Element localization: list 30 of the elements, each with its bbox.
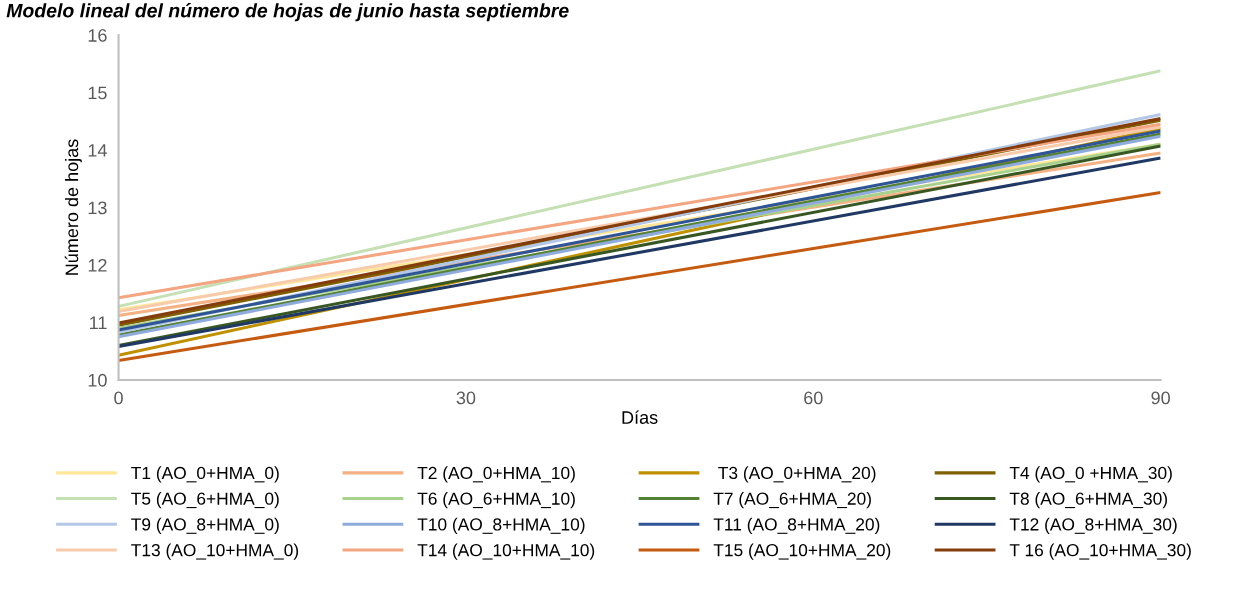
y-axis-title: Número de hojas — [64, 139, 82, 275]
x-tick-label: 0 — [114, 391, 123, 405]
y-tick-label: 11 — [90, 316, 107, 330]
y-tick-label: 15 — [88, 86, 107, 100]
x-axis-title: Días — [622, 410, 658, 424]
legend-label: T13 (AO_10+HMA_0) — [131, 543, 299, 560]
legend-label: T12 (AO_8+HMA_30) — [1009, 517, 1177, 534]
legend-label: T8 (AO_6+HMA_30) — [1009, 492, 1167, 509]
legend-label: T1 (AO_0+HMA_0) — [131, 466, 279, 483]
legend-label: T 16 (AO_10+HMA_30) — [1009, 543, 1191, 560]
legend-label: T2 (AO_0+HMA_10) — [417, 466, 575, 483]
legend-label: T15 (AO_10+HMA_20) — [713, 543, 891, 560]
legend-label: T7 (AO_6+HMA_20) — [713, 492, 871, 509]
x-tick-label: 30 — [456, 391, 476, 405]
x-tick-label: 90 — [1151, 391, 1170, 405]
y-tick-label: 12 — [88, 258, 107, 272]
legend-label: T9 (AO_8+HMA_0) — [131, 517, 279, 534]
y-tick-label: 13 — [88, 201, 107, 215]
legend-label: T5 (AO_6+HMA_0) — [131, 492, 279, 509]
y-tick-label: 10 — [88, 373, 107, 387]
legend-label: T10 (AO_8+HMA_10) — [417, 517, 585, 534]
legend-label: T4 (AO_0 +HMA_30) — [1009, 466, 1172, 483]
x-tick-label: 60 — [804, 391, 823, 405]
legend-label: T14 (AO_10+HMA_10) — [417, 543, 595, 560]
chart-title: Modelo lineal del número de hojas de junio hasta septiembre — [6, 3, 569, 22]
legend-label: T11 (AO_8+HMA_20) — [713, 517, 880, 534]
legend-label: T3 (AO_0+HMA_20) — [718, 466, 876, 483]
y-tick-label: 14 — [88, 144, 107, 157]
y-tick-label: 16 — [88, 29, 107, 42]
legend-label: T6 (AO_6+HMA_10) — [417, 492, 575, 509]
